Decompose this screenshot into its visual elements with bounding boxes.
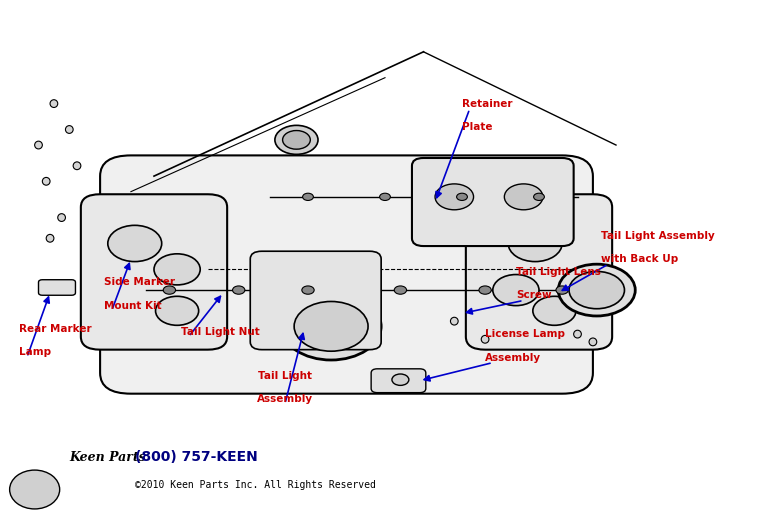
FancyBboxPatch shape <box>81 194 227 350</box>
FancyBboxPatch shape <box>0 451 293 518</box>
Circle shape <box>156 296 199 325</box>
FancyBboxPatch shape <box>38 280 75 295</box>
Circle shape <box>283 131 310 149</box>
Text: with Back Up: with Back Up <box>601 254 678 264</box>
Text: Assembly: Assembly <box>257 394 313 404</box>
Text: ©2010 Keen Parts Inc. All Rights Reserved: ©2010 Keen Parts Inc. All Rights Reserve… <box>135 480 376 490</box>
Circle shape <box>558 264 635 316</box>
Circle shape <box>302 286 314 294</box>
Ellipse shape <box>481 336 489 343</box>
Circle shape <box>154 254 200 285</box>
Text: Tail Light Lens: Tail Light Lens <box>516 267 601 277</box>
Ellipse shape <box>574 330 581 338</box>
Circle shape <box>479 286 491 294</box>
Ellipse shape <box>73 162 81 170</box>
Text: Assembly: Assembly <box>485 353 541 363</box>
Ellipse shape <box>58 214 65 222</box>
Ellipse shape <box>50 100 58 108</box>
Circle shape <box>493 275 539 306</box>
Text: Rear Marker: Rear Marker <box>19 324 92 334</box>
Circle shape <box>380 193 390 200</box>
Text: Mount Kit: Mount Kit <box>104 301 162 311</box>
Circle shape <box>533 296 576 325</box>
Text: Side Marker: Side Marker <box>104 278 175 287</box>
Ellipse shape <box>450 317 458 325</box>
Circle shape <box>457 193 467 200</box>
FancyBboxPatch shape <box>412 158 574 246</box>
Ellipse shape <box>46 234 54 242</box>
Text: Tail Light: Tail Light <box>258 371 312 381</box>
Circle shape <box>435 184 474 210</box>
FancyBboxPatch shape <box>250 251 381 350</box>
Circle shape <box>394 286 407 294</box>
Text: Retainer: Retainer <box>462 99 513 109</box>
FancyBboxPatch shape <box>466 194 612 350</box>
Text: Tail Light Assembly: Tail Light Assembly <box>601 231 715 241</box>
Circle shape <box>569 271 624 309</box>
Text: (800) 757-KEEN: (800) 757-KEEN <box>135 450 257 464</box>
Circle shape <box>281 293 381 360</box>
Ellipse shape <box>42 178 50 185</box>
Ellipse shape <box>589 338 597 346</box>
FancyBboxPatch shape <box>100 155 593 394</box>
Circle shape <box>504 184 543 210</box>
Circle shape <box>233 286 245 294</box>
Text: Plate: Plate <box>462 122 493 132</box>
Text: Screw: Screw <box>516 291 551 300</box>
Circle shape <box>508 225 562 262</box>
Circle shape <box>303 193 313 200</box>
Circle shape <box>556 286 568 294</box>
FancyBboxPatch shape <box>371 369 426 393</box>
Circle shape <box>534 193 544 200</box>
Text: Lamp: Lamp <box>19 348 52 357</box>
Text: Keen Parts: Keen Parts <box>69 451 146 464</box>
Circle shape <box>275 125 318 154</box>
Text: Tail Light Nut: Tail Light Nut <box>181 327 259 337</box>
Circle shape <box>163 286 176 294</box>
Circle shape <box>108 225 162 262</box>
Ellipse shape <box>65 126 73 134</box>
Ellipse shape <box>35 141 42 149</box>
Text: License Lamp: License Lamp <box>485 329 565 339</box>
Circle shape <box>294 301 368 351</box>
Ellipse shape <box>9 470 60 509</box>
Ellipse shape <box>392 374 409 385</box>
